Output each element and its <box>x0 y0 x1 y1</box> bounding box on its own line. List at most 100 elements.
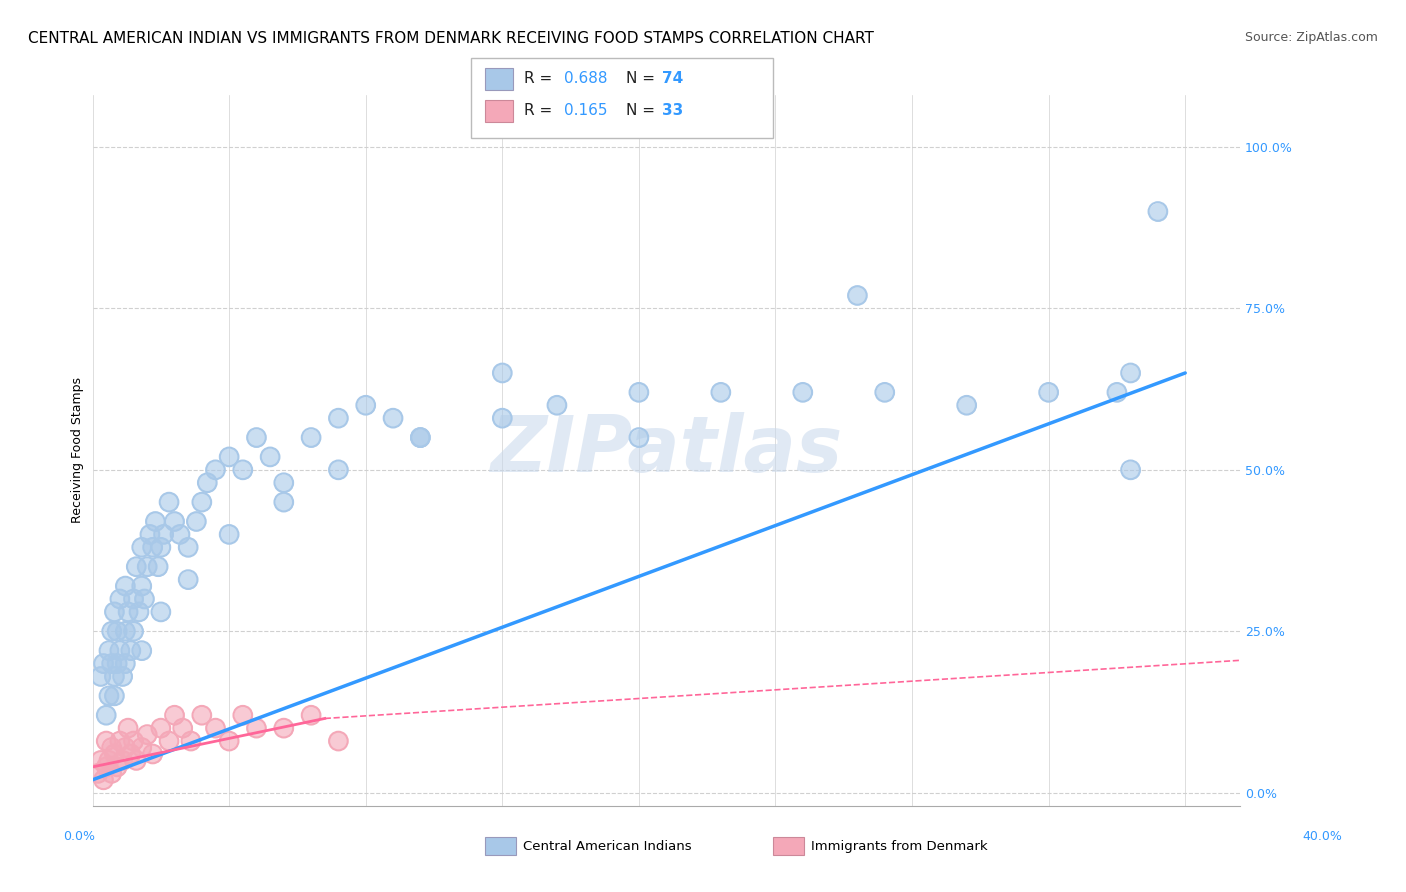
Point <box>93 657 115 671</box>
Point <box>169 527 191 541</box>
Point <box>259 450 281 464</box>
Point <box>125 559 148 574</box>
Point <box>105 624 128 639</box>
Point <box>328 463 350 477</box>
Point <box>105 624 128 639</box>
Point <box>195 475 218 490</box>
Point <box>131 541 153 555</box>
Point <box>131 643 153 657</box>
Text: R =: R = <box>524 103 558 118</box>
Point <box>177 573 200 587</box>
Point <box>149 605 172 619</box>
Point <box>1105 385 1128 400</box>
Point <box>100 657 122 671</box>
Text: 40.0%: 40.0% <box>1303 830 1343 843</box>
Text: 0.165: 0.165 <box>564 103 607 118</box>
Point <box>956 398 979 412</box>
Point <box>145 515 167 529</box>
Point <box>273 475 295 490</box>
Point <box>103 747 125 761</box>
Point <box>204 721 226 735</box>
Point <box>97 643 120 657</box>
Point <box>100 657 122 671</box>
Point <box>409 431 432 445</box>
Point <box>125 754 148 768</box>
Point <box>93 772 115 787</box>
Point <box>131 643 153 657</box>
Point <box>100 766 122 780</box>
Point <box>122 592 145 607</box>
Point <box>90 754 112 768</box>
Point <box>114 657 136 671</box>
Point <box>131 740 153 755</box>
Point <box>328 411 350 425</box>
Point <box>125 559 148 574</box>
Point <box>90 754 112 768</box>
Point <box>114 740 136 755</box>
Point <box>136 559 159 574</box>
Point <box>108 592 131 607</box>
Point <box>163 515 186 529</box>
Point <box>149 721 172 735</box>
Point <box>186 515 208 529</box>
Text: 0.688: 0.688 <box>564 70 607 86</box>
Point <box>96 760 118 774</box>
Point <box>120 747 142 761</box>
Point <box>328 734 350 748</box>
Point <box>1147 204 1170 219</box>
Point <box>108 643 131 657</box>
Point <box>169 527 191 541</box>
Point <box>134 592 156 607</box>
Text: 74: 74 <box>662 70 683 86</box>
Point <box>491 411 513 425</box>
Point <box>299 431 322 445</box>
Point <box>100 766 122 780</box>
Point <box>97 689 120 703</box>
Point <box>114 624 136 639</box>
Point <box>93 657 115 671</box>
Point <box>146 559 169 574</box>
Text: ZIPatlas: ZIPatlas <box>491 412 842 489</box>
Point <box>103 669 125 683</box>
Text: CENTRAL AMERICAN INDIAN VS IMMIGRANTS FROM DENMARK RECEIVING FOOD STAMPS CORRELA: CENTRAL AMERICAN INDIAN VS IMMIGRANTS FR… <box>28 31 875 46</box>
Point <box>117 605 139 619</box>
Point <box>120 643 142 657</box>
Point <box>136 728 159 742</box>
Y-axis label: Receiving Food Stamps: Receiving Food Stamps <box>72 377 84 524</box>
Point <box>111 754 134 768</box>
Point <box>145 515 167 529</box>
Text: 33: 33 <box>662 103 683 118</box>
Point <box>218 734 240 748</box>
Point <box>328 463 350 477</box>
Point <box>136 559 159 574</box>
Point <box>100 740 122 755</box>
Point <box>105 760 128 774</box>
Point <box>218 450 240 464</box>
Point <box>218 450 240 464</box>
Point <box>299 708 322 723</box>
Point <box>232 463 254 477</box>
Point <box>96 708 118 723</box>
Text: Central American Indians: Central American Indians <box>523 839 692 853</box>
Point <box>873 385 896 400</box>
Point <box>125 754 148 768</box>
Point <box>111 669 134 683</box>
Point <box>103 689 125 703</box>
Point <box>142 541 165 555</box>
Point <box>191 708 214 723</box>
Point <box>111 669 134 683</box>
Point <box>114 579 136 593</box>
Point <box>97 689 120 703</box>
Point <box>191 495 214 509</box>
Point <box>204 463 226 477</box>
Point <box>245 431 267 445</box>
Point <box>172 721 194 735</box>
Point <box>177 541 200 555</box>
Point <box>218 734 240 748</box>
Point <box>382 411 405 425</box>
Point <box>792 385 814 400</box>
Point <box>117 721 139 735</box>
Point <box>142 541 165 555</box>
Point <box>93 772 115 787</box>
Point <box>846 288 869 302</box>
